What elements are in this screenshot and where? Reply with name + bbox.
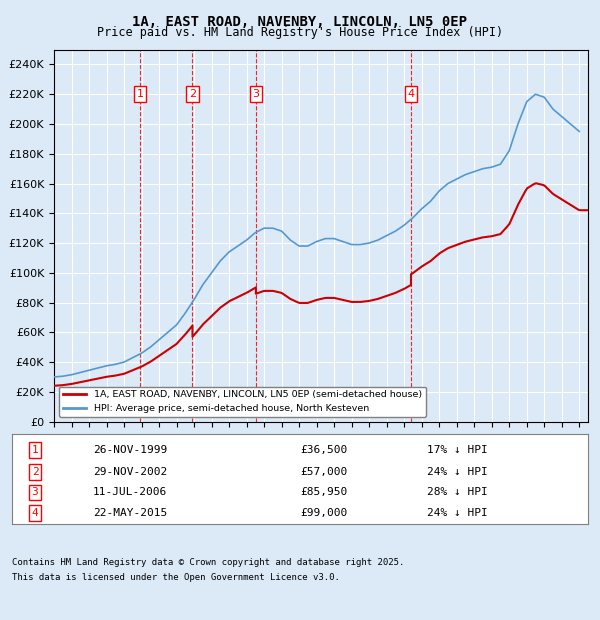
Text: 1: 1 [136,89,143,99]
Text: 1: 1 [32,445,38,455]
Text: 2: 2 [189,89,196,99]
Text: £99,000: £99,000 [300,508,347,518]
Text: 29-NOV-2002: 29-NOV-2002 [92,467,167,477]
Text: This data is licensed under the Open Government Licence v3.0.: This data is licensed under the Open Gov… [12,574,340,583]
Text: Price paid vs. HM Land Registry's House Price Index (HPI): Price paid vs. HM Land Registry's House … [97,26,503,39]
Text: 22-MAY-2015: 22-MAY-2015 [92,508,167,518]
Text: 26-NOV-1999: 26-NOV-1999 [92,445,167,455]
Text: 3: 3 [253,89,259,99]
Text: £85,950: £85,950 [300,487,347,497]
Text: 2: 2 [32,467,38,477]
Text: 28% ↓ HPI: 28% ↓ HPI [427,487,487,497]
Text: £57,000: £57,000 [300,467,347,477]
Text: 4: 4 [407,89,415,99]
Text: 3: 3 [32,487,38,497]
Text: 1A, EAST ROAD, NAVENBY, LINCOLN, LN5 0EP: 1A, EAST ROAD, NAVENBY, LINCOLN, LN5 0EP [133,16,467,30]
Text: 4: 4 [32,508,38,518]
Text: 17% ↓ HPI: 17% ↓ HPI [427,445,487,455]
Text: 24% ↓ HPI: 24% ↓ HPI [427,467,487,477]
Text: £36,500: £36,500 [300,445,347,455]
Legend: 1A, EAST ROAD, NAVENBY, LINCOLN, LN5 0EP (semi-detached house), HPI: Average pri: 1A, EAST ROAD, NAVENBY, LINCOLN, LN5 0EP… [59,387,425,417]
Text: 11-JUL-2006: 11-JUL-2006 [92,487,167,497]
Text: 24% ↓ HPI: 24% ↓ HPI [427,508,487,518]
Text: Contains HM Land Registry data © Crown copyright and database right 2025.: Contains HM Land Registry data © Crown c… [12,558,404,567]
